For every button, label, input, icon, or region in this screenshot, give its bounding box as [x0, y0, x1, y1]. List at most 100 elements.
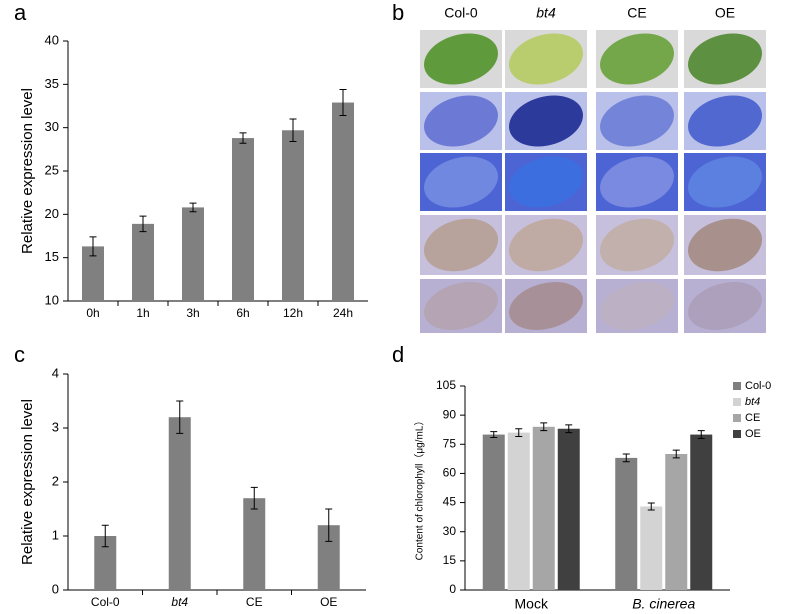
leaf	[509, 282, 583, 330]
y-tick-label: 15	[443, 553, 457, 567]
leaf	[424, 33, 498, 85]
y-tick-label: 30	[443, 524, 457, 538]
x-tick-label: 24h	[333, 306, 353, 320]
y-tick-label: 15	[45, 249, 59, 264]
error-bar	[89, 236, 97, 257]
leaf	[688, 33, 762, 85]
panel-label: d	[392, 342, 404, 367]
bar	[243, 498, 266, 590]
x-tick-label: 0h	[86, 306, 99, 320]
error-bar	[515, 428, 523, 438]
bar	[507, 432, 530, 590]
bar	[317, 525, 340, 590]
bar	[332, 102, 354, 302]
column-label: Col-0	[444, 5, 478, 21]
leaf	[424, 156, 498, 208]
error-bar	[697, 430, 705, 439]
error-bar	[239, 132, 247, 144]
x-tick-label: bt4	[171, 595, 188, 609]
bar	[640, 506, 663, 590]
panel-label: c	[14, 342, 25, 367]
error-bar	[289, 118, 297, 143]
error-bar	[672, 449, 680, 459]
bar	[482, 434, 505, 590]
panel-label: b	[392, 0, 404, 25]
leaf	[599, 218, 675, 272]
legend-swatch	[733, 430, 741, 438]
y-tick-label: 0	[449, 582, 456, 596]
error-bar	[325, 508, 333, 542]
leaf-images	[420, 30, 766, 333]
bar	[532, 426, 555, 590]
x-tick-label: 6h	[236, 306, 249, 320]
y-tick-label: 40	[45, 32, 59, 47]
x-tick-label: CE	[246, 595, 263, 609]
legend-label: Col-0	[745, 380, 771, 392]
x-tick-label: 3h	[186, 306, 199, 320]
legend-swatch	[733, 414, 741, 422]
leaf	[687, 218, 763, 272]
error-bar	[622, 453, 630, 463]
x-tick-label: 12h	[283, 306, 303, 320]
y-axis-label: Relative expression level	[19, 399, 36, 565]
y-tick-label: 45	[443, 495, 457, 509]
leaf	[688, 95, 762, 147]
error-bar	[647, 502, 655, 511]
leaf	[600, 282, 674, 330]
error-bar	[189, 202, 197, 213]
bar	[557, 428, 580, 590]
y-tick-label: 60	[443, 466, 457, 480]
x-tick-label: Mock	[515, 596, 549, 612]
error-bar	[250, 486, 258, 510]
error-bar	[490, 431, 498, 438]
y-axis-label: Relative expression level	[19, 88, 36, 254]
leaf	[688, 282, 762, 330]
leaf	[509, 33, 583, 85]
legend-label: bt4	[745, 396, 760, 408]
bar	[232, 138, 254, 301]
leaf	[508, 218, 584, 272]
y-tick-label: 1	[52, 527, 59, 542]
x-tick-label: 1h	[136, 306, 149, 320]
y-tick-label: 25	[45, 162, 59, 177]
leaf	[509, 95, 583, 147]
y-tick-label: 10	[45, 292, 59, 307]
legend-label: OE	[745, 428, 761, 440]
leaf	[600, 95, 674, 147]
y-tick-label: 3	[52, 419, 59, 434]
error-bar	[176, 400, 184, 434]
leaf	[600, 33, 674, 85]
bar	[168, 417, 191, 590]
legend-label: CE	[745, 412, 760, 424]
x-tick-label: B. cinerea	[632, 596, 695, 612]
column-label: bt4	[536, 5, 556, 21]
panel-label: a	[14, 0, 27, 25]
x-tick-label: Col-0	[91, 595, 120, 609]
y-tick-label: 105	[436, 378, 456, 392]
legend-swatch	[733, 398, 741, 406]
y-tick-label: 90	[443, 407, 457, 421]
bar	[615, 457, 638, 590]
error-bar	[540, 422, 548, 432]
y-tick-label: 0	[52, 581, 59, 596]
bar	[82, 246, 104, 301]
legend-swatch	[733, 382, 741, 390]
y-tick-label: 2	[52, 473, 59, 488]
y-axis-label: Content of chlorophyll（μg/mL）	[414, 416, 426, 561]
leaf	[424, 282, 498, 330]
leaf	[423, 218, 499, 272]
leaf	[424, 95, 498, 147]
bar	[665, 454, 688, 590]
column-label: CE	[627, 5, 646, 21]
error-bar	[565, 424, 573, 434]
bar	[132, 223, 154, 301]
y-tick-label: 75	[443, 436, 457, 450]
error-bar	[101, 524, 109, 548]
error-bar	[139, 215, 147, 233]
leaf	[509, 156, 583, 208]
leaf	[688, 156, 762, 208]
x-tick-label: OE	[320, 595, 337, 609]
y-tick-label: 20	[45, 206, 59, 221]
bar	[94, 536, 117, 590]
